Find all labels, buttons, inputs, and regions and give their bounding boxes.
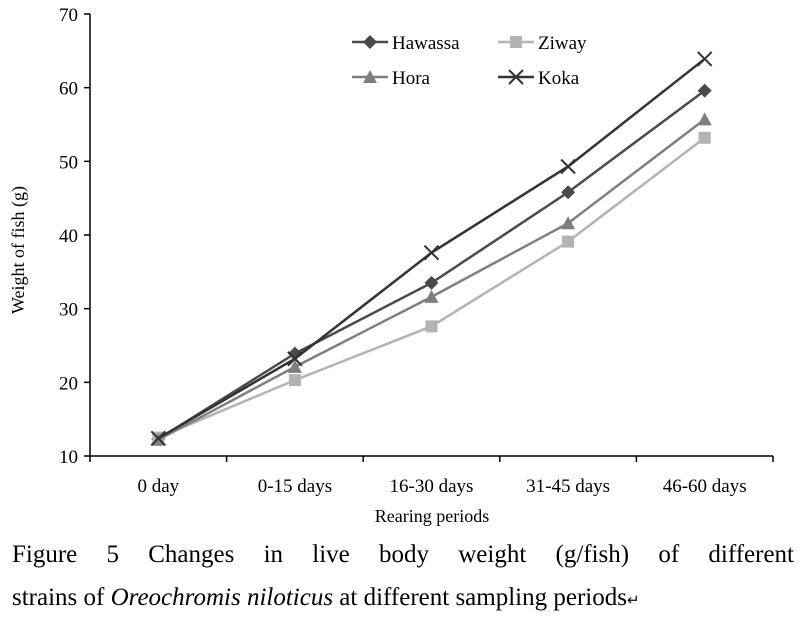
data-point-koka <box>560 158 576 175</box>
series-line-hawassa <box>157 89 706 441</box>
figure-caption: Figure 5 Changes in live body weight (g/… <box>12 533 794 623</box>
y-tick-label: 40 <box>59 226 78 247</box>
data-point-koka <box>423 244 440 261</box>
data-point-ziway <box>562 235 575 248</box>
y-axis-title: Weight of fish (g) <box>8 186 29 314</box>
x-tick-label: 0-15 days <box>258 476 332 497</box>
data-point-hora <box>697 112 712 126</box>
legend-marker-hora <box>363 70 377 83</box>
x-axis-title: Rearing periods <box>375 506 489 526</box>
data-point-hora <box>561 216 576 230</box>
return-mark: ↵ <box>626 593 640 609</box>
line-chart: 10 20 30 40 50 60 70 0 day 0-15 days 16-30 days 3… <box>8 5 774 526</box>
data-point-ziway <box>698 131 711 144</box>
data-point-ziway <box>425 320 438 333</box>
data-point-ziway <box>288 374 301 387</box>
data-point-hawassa <box>561 185 576 200</box>
x-tick-label: 16-30 days <box>390 476 474 497</box>
data-point-hawassa <box>697 83 712 98</box>
legend-label-hora: Hora <box>392 68 431 89</box>
data-point-hora <box>424 289 439 303</box>
legend-marker-hawassa <box>363 35 377 49</box>
data-point-hora <box>287 359 302 373</box>
y-tick-label: 70 <box>59 5 78 26</box>
caption-species-name: Oreochromis niloticus <box>110 584 334 611</box>
data-point-koka <box>150 430 167 447</box>
y-tick-label: 10 <box>59 447 78 468</box>
data-point-koka <box>696 51 713 67</box>
x-tick-label: 46-60 days <box>663 476 747 497</box>
legend-label-hawassa: Hawassa <box>392 33 460 54</box>
x-tick-label: 0 day <box>137 476 179 497</box>
data-point-koka <box>287 351 303 367</box>
y-tick-label: 20 <box>59 373 78 394</box>
caption-text: strains of <box>12 584 111 611</box>
y-tick-label: 30 <box>59 300 78 321</box>
legend-label-koka: Koka <box>538 68 580 89</box>
legend-marker-koka <box>508 69 524 85</box>
series-line-koka <box>157 57 706 440</box>
y-tick-label: 60 <box>59 79 78 100</box>
data-point-hawassa <box>424 275 439 290</box>
caption-line-2: strains of Oreochromis niloticus at diff… <box>12 576 794 623</box>
legend-label-ziway: Ziway <box>538 33 587 54</box>
y-tick-label: 50 <box>59 152 78 173</box>
legend-marker-ziway <box>510 36 522 48</box>
x-tick-label: 31-45 days <box>526 476 610 497</box>
caption-text-end: at different sampling periods <box>333 584 627 611</box>
caption-line-1: Figure 5 Changes in live body weight (g/… <box>12 541 794 568</box>
